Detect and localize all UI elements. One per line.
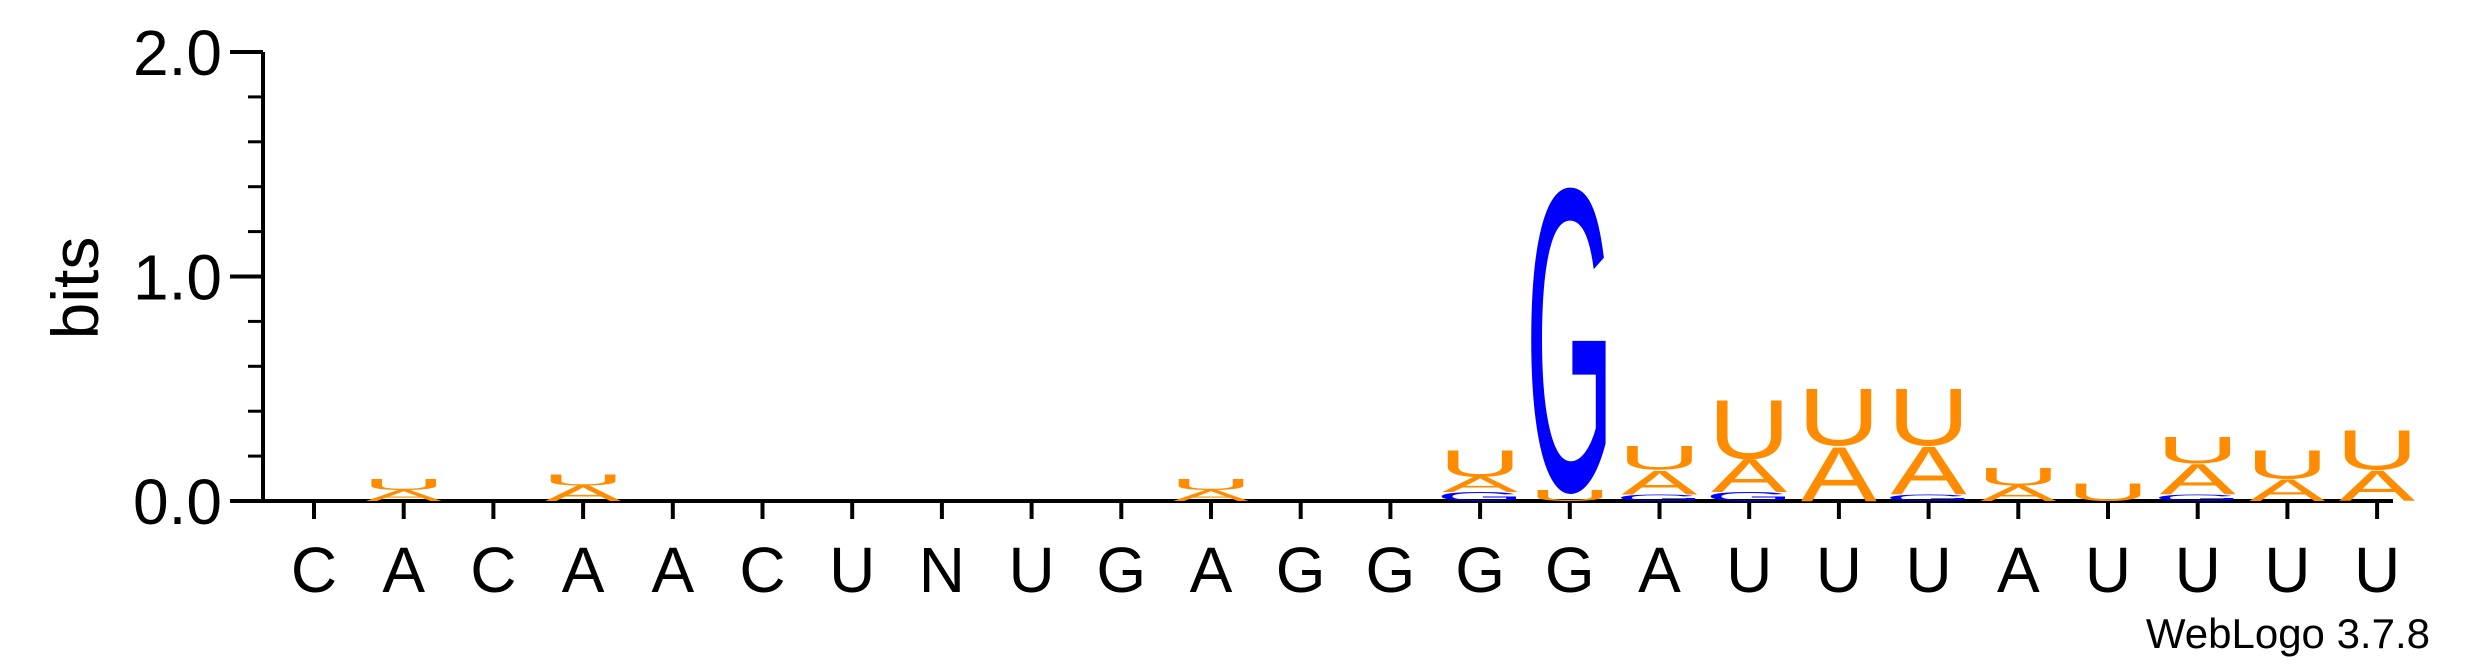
x-tick-label: A (651, 534, 694, 606)
x-tick-label: U (1726, 534, 1772, 606)
logo-letter-u: U (2157, 429, 2239, 471)
logo-letter-u: U (1529, 487, 1611, 505)
logo-letter-a: A (2249, 472, 2325, 507)
logo-letter-u: U (2336, 419, 2418, 482)
logo-letter-a: A (2160, 455, 2237, 504)
logo-letter-u: U (1798, 371, 1880, 462)
x-tick-label: G (1366, 534, 1416, 606)
weblogo-credit: WebLogo 3.7.8 (2146, 610, 2430, 657)
y-ticks: 0.0 1.0 2.0 (133, 17, 263, 538)
x-tick-label: C (291, 534, 337, 606)
logo-letter-g: G (2153, 493, 2242, 503)
logo-letter-a: A (1442, 472, 1518, 496)
x-tick-label: G (1545, 534, 1595, 606)
logo-letter-g: G (1615, 493, 1704, 503)
logo-letter-u: U (1977, 463, 2059, 491)
x-tick-label: C (470, 534, 516, 606)
logo-letter-a: A (1622, 463, 1698, 502)
x-tick-label: A (382, 534, 425, 606)
x-tick-label: A (1190, 534, 1233, 606)
x-tick-label: U (2085, 534, 2131, 606)
logo-letter-a: A (1980, 481, 2056, 505)
x-tick-label: U (829, 534, 875, 606)
x-tick-label: U (1905, 534, 1951, 606)
logo-letter-u: U (1708, 382, 1790, 476)
y-tick-label: 0.0 (133, 466, 222, 538)
x-tick-label: G (1096, 534, 1146, 606)
logo-letter-u: U (1170, 476, 1252, 494)
logo-letter-a: A (2339, 462, 2416, 511)
logo-letter-a: A (545, 481, 621, 505)
logo-letter-u: U (1887, 371, 1969, 462)
logo-letter-a: A (366, 487, 443, 505)
logo-letter-a: A (1173, 487, 1250, 505)
y-tick-label: 1.0 (133, 242, 222, 314)
logo-letter-u: U (2246, 442, 2328, 487)
y-axis-label: bits (38, 237, 112, 340)
x-tick-label: N (919, 534, 965, 606)
x-tick-label: A (1638, 534, 1681, 606)
logo-letter-u: U (363, 476, 445, 494)
x-tick-label: U (2264, 534, 2310, 606)
logo-letter-a: A (1711, 450, 1787, 502)
y-tick-label: 2.0 (133, 17, 222, 89)
logo-letter-a: A (1801, 430, 1877, 517)
x-tick-label: G (1276, 534, 1326, 606)
x-tick-label: A (562, 534, 605, 606)
x-tick-label: U (1008, 534, 1054, 606)
x-tick-label: G (1455, 534, 1505, 606)
logo-letter-g: G (1884, 493, 1973, 503)
logo-letter-u: U (1439, 442, 1521, 484)
logo-letter-u: U (2067, 478, 2149, 506)
x-tick-label: A (1997, 534, 2040, 606)
x-tick-label: U (2175, 534, 2221, 606)
logo-letter-g: G (1526, 100, 1615, 583)
logo-letter-u: U (542, 471, 624, 489)
logo-letter-g: G (1436, 490, 1525, 504)
x-tick-label: C (739, 534, 785, 606)
logo-letter-a: A (1891, 432, 1967, 509)
x-tick-label: U (1816, 534, 1862, 606)
x-tick-label: U (2354, 534, 2400, 606)
logo-letter-g: G (1705, 490, 1794, 504)
axes (261, 52, 2393, 503)
logo-letter-u: U (1618, 438, 1700, 477)
